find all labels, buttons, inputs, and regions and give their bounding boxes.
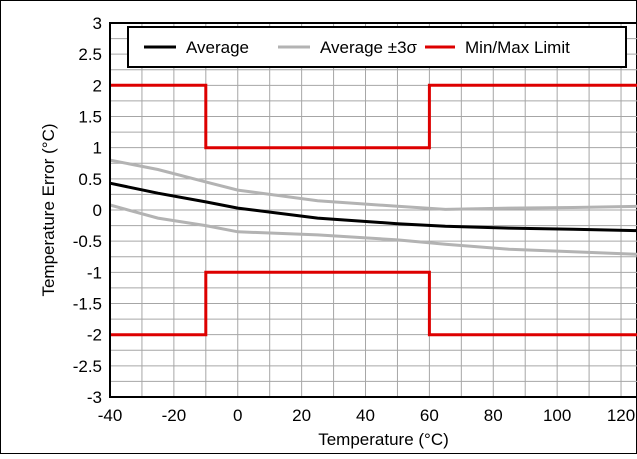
y-tick-label: -2.5 [73, 357, 102, 376]
legend-label-average-3sigma: Average ±3σ [320, 38, 418, 57]
legend-box [127, 26, 627, 68]
legend: Average Average ±3σ Min/Max Limit [127, 26, 627, 68]
series-lines [109, 83, 637, 337]
x-axis-label: Temperature (°C) [318, 430, 449, 449]
y-tick-label: 1.5 [78, 108, 102, 127]
series-line-average [109, 181, 637, 233]
x-tick-label: -40 [98, 406, 123, 425]
y-tick-label: -2 [87, 326, 102, 345]
legend-label-average: Average [186, 38, 249, 57]
y-tick-label: 0.5 [78, 170, 102, 189]
y-tick-label: -1 [87, 263, 102, 282]
y-tick-label: 0 [93, 201, 102, 220]
y-tick-label: -0.5 [73, 232, 102, 251]
y-tick-label: 2.5 [78, 45, 102, 64]
series-line-max-limit [110, 83, 637, 150]
x-tick-label: -20 [162, 406, 187, 425]
x-tick-label: 100 [543, 406, 571, 425]
x-tick-label: 0 [233, 406, 242, 425]
plot-area-border [109, 22, 637, 398]
series-line-average-3 [109, 203, 637, 256]
x-tick-label: 120 [607, 406, 635, 425]
y-tick-label: 3 [93, 14, 102, 33]
tick-labels: -40 -20 0 20 40 60 80 100 120 3 2.5 2 1.5 1 0.5 0 -0.5 -1… [73, 14, 636, 425]
y-tick-label: -3 [87, 388, 102, 407]
y-tick-label: 2 [93, 76, 102, 95]
y-tick-label: -1.5 [73, 295, 102, 314]
y-axis-label: Temperature Error (°C) [39, 123, 58, 296]
series-line-average-3 [109, 158, 637, 211]
x-tick-label: 20 [292, 406, 311, 425]
x-tick-label: 40 [356, 406, 375, 425]
x-tick-label: 60 [420, 406, 439, 425]
series-line-min-limit [110, 270, 637, 337]
legend-label-min-max-limit: Min/Max Limit [465, 38, 570, 57]
x-tick-label: 80 [484, 406, 503, 425]
y-tick-label: 1 [93, 139, 102, 158]
